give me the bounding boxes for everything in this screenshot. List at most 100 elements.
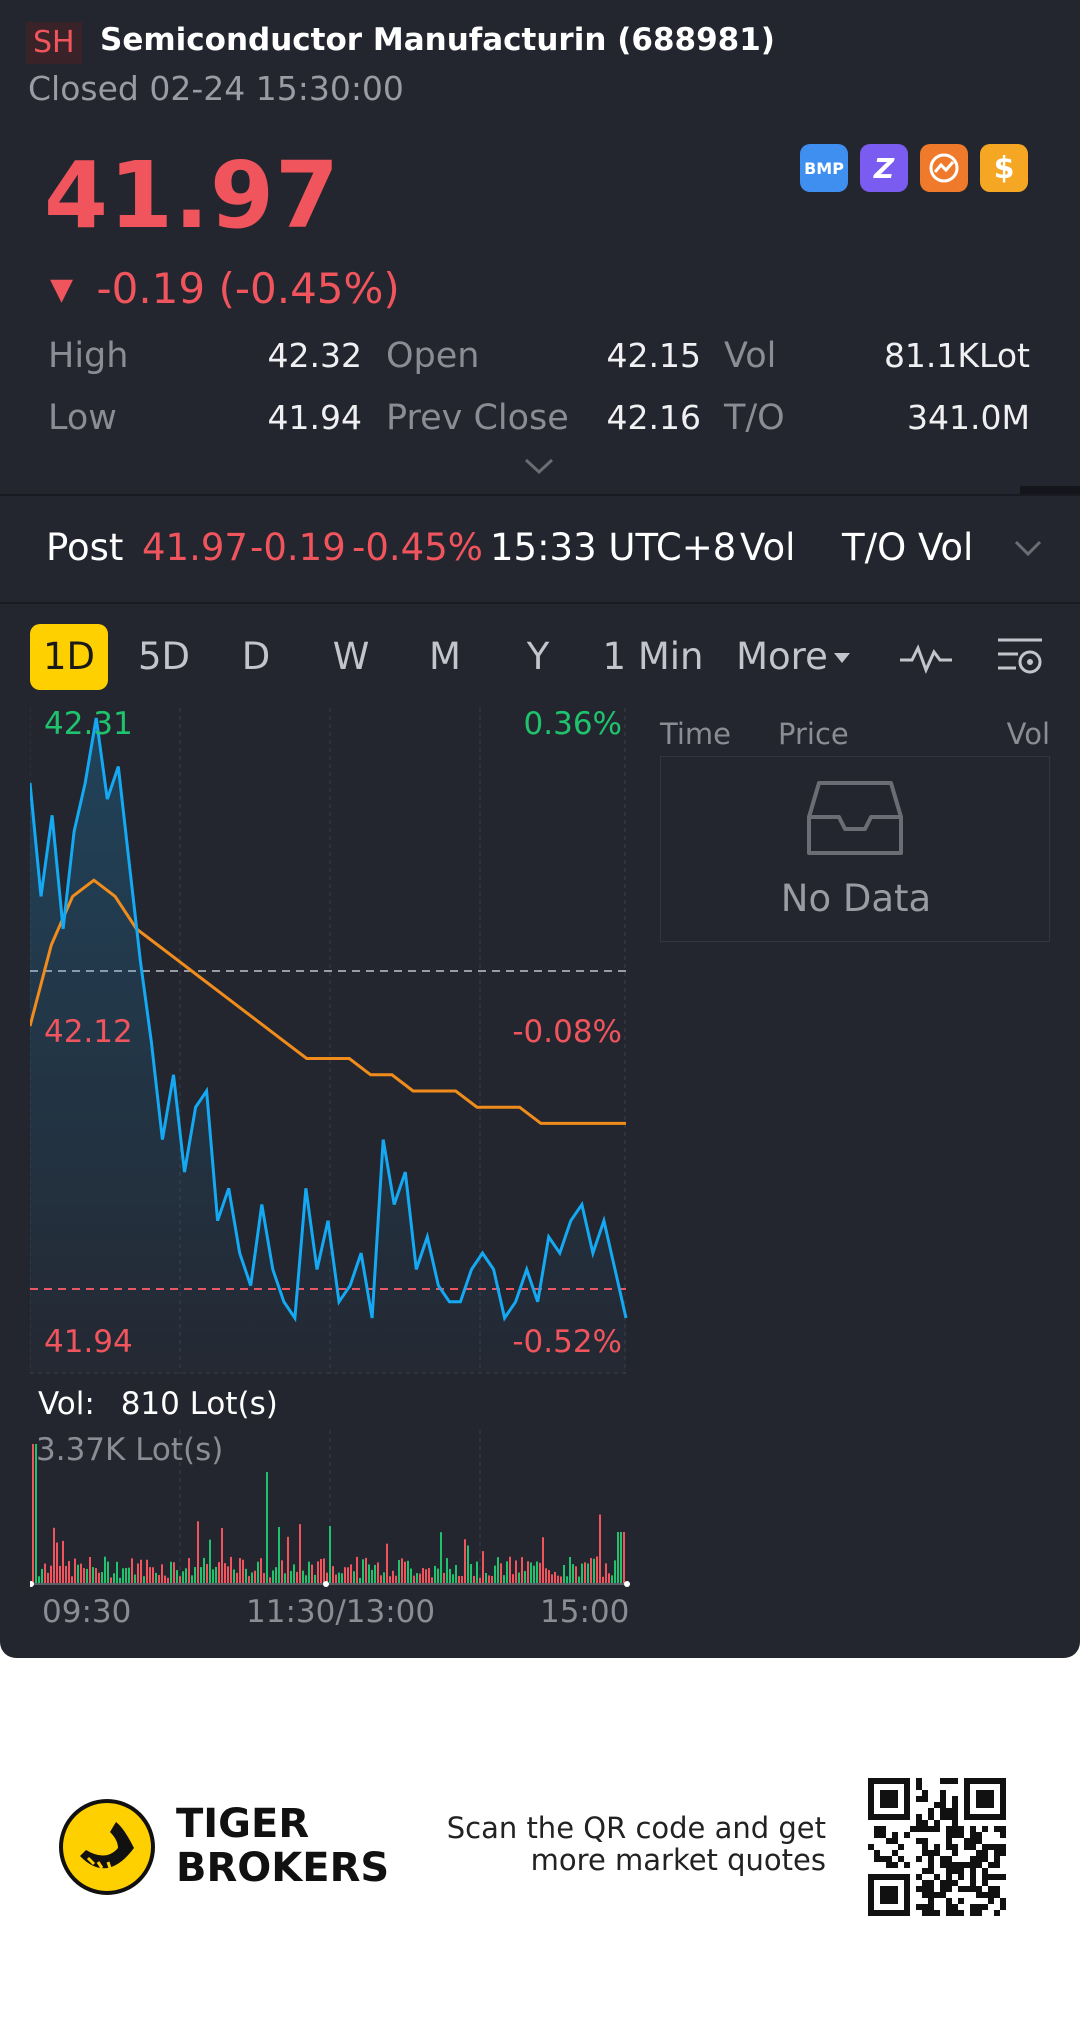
volume-bar: [527, 1561, 529, 1584]
volume-bar: [290, 1570, 292, 1584]
volume-bar: [152, 1567, 154, 1584]
indicator-line-icon[interactable]: [898, 638, 954, 682]
chart-high-price: 42.31: [44, 706, 133, 742]
tab-more[interactable]: More: [736, 635, 828, 678]
post-time: 15:33 UTC+8: [490, 526, 737, 569]
volume-bar: [620, 1532, 622, 1584]
volume-bar: [308, 1561, 310, 1584]
chart-badge-icon[interactable]: [920, 144, 968, 192]
z-badge-icon[interactable]: Z: [860, 144, 908, 192]
volume-bar: [569, 1557, 571, 1584]
volume-bar: [560, 1576, 562, 1584]
volume-max-label: 3.37K Lot(s): [36, 1432, 224, 1468]
tab-1d[interactable]: 1D: [30, 624, 108, 690]
volume-bar: [440, 1532, 442, 1584]
volume-bar: [473, 1575, 475, 1584]
volume-bar: [323, 1558, 325, 1584]
volume-bar: [227, 1566, 229, 1584]
volume-bar: [113, 1573, 115, 1584]
post-market-row[interactable]: Post 41.97 -0.19 -0.45% 15:33 UTC+8 Vol …: [0, 496, 1080, 600]
post-pct: -0.45%: [352, 526, 483, 569]
volume-bar: [539, 1562, 541, 1584]
volume-bar: [245, 1568, 247, 1584]
divider: [0, 602, 1080, 604]
exchange-tag: SH: [26, 22, 82, 64]
volume-bar: [287, 1536, 289, 1584]
prev-close-value: 42.16: [606, 398, 701, 437]
volume-bar: [155, 1572, 157, 1584]
volume-bar: [185, 1568, 187, 1584]
volume-bar: [521, 1557, 523, 1584]
trades-col-price: Price: [778, 717, 849, 751]
volume-bar: [86, 1568, 88, 1584]
volume-bar: [74, 1558, 76, 1584]
tab-d[interactable]: D: [241, 635, 271, 678]
qr-caption-line-2: more market quotes: [530, 1843, 826, 1877]
time-label-open: 09:30: [42, 1594, 132, 1630]
volume-bar: [275, 1567, 277, 1584]
volume-bar: [599, 1514, 601, 1584]
chart-settings-icon[interactable]: [996, 634, 1046, 684]
trades-col-vol: Vol: [1006, 717, 1050, 751]
no-data-text: No Data: [780, 877, 932, 920]
tab-m[interactable]: M: [429, 635, 461, 678]
low-value: 41.94: [267, 398, 362, 437]
volume-bar: [380, 1575, 382, 1584]
expand-chevron-icon[interactable]: [522, 456, 556, 482]
price-change: ▼ -0.19 (-0.45%): [50, 262, 400, 317]
intraday-chart[interactable]: [30, 708, 630, 1378]
volume-bar: [488, 1575, 490, 1584]
volume-bar: [224, 1563, 226, 1584]
volume-bar: [410, 1568, 412, 1584]
volume-bar: [110, 1577, 112, 1584]
volume-bar: [41, 1568, 43, 1584]
volume-bar: [338, 1572, 340, 1584]
volume-bar: [407, 1560, 409, 1584]
caret-down-icon[interactable]: [834, 650, 850, 669]
volume-bar: [293, 1564, 295, 1584]
volume-bar: [272, 1570, 274, 1584]
volume-bar: [80, 1563, 82, 1584]
volume-bar: [554, 1571, 556, 1584]
tab-y[interactable]: Y: [526, 635, 550, 678]
volume-bar: [332, 1566, 334, 1584]
volume-bar: [491, 1575, 493, 1584]
low-label: Low: [48, 398, 117, 438]
volume-bar: [590, 1558, 592, 1584]
volume-bar: [479, 1577, 481, 1584]
volume-bar: [545, 1568, 547, 1584]
bmp-badge-icon[interactable]: BMP: [800, 144, 848, 192]
volume-bar: [269, 1577, 271, 1584]
volume-bar: [515, 1560, 517, 1584]
tab-1min[interactable]: 1 Min: [602, 635, 704, 678]
volume-bar: [191, 1575, 193, 1584]
volume-bar: [305, 1575, 307, 1584]
volume-bar: [260, 1558, 262, 1584]
volume-bar: [176, 1570, 178, 1584]
tab-5d[interactable]: 5D: [137, 635, 191, 678]
volume-bar: [563, 1565, 565, 1584]
tab-w[interactable]: W: [332, 635, 370, 678]
chevron-down-icon[interactable]: [1012, 496, 1044, 640]
volume-bar: [395, 1575, 397, 1584]
volume-bar: [188, 1558, 190, 1584]
volume-bar: [605, 1563, 607, 1584]
volume-bar: [83, 1568, 85, 1584]
volume-bar: [584, 1562, 586, 1584]
badge-row: BMP Z $: [800, 144, 1028, 192]
volume-bar: [71, 1576, 73, 1584]
last-price: 41.97: [44, 142, 341, 249]
volume-bar: [392, 1570, 394, 1584]
volume-bar: [497, 1557, 499, 1584]
dollar-badge-icon[interactable]: $: [980, 144, 1028, 192]
volume-bar: [470, 1564, 472, 1584]
vol-value: 81.1KLot: [883, 336, 1030, 375]
high-label: High: [48, 336, 129, 376]
volume-bar: [50, 1565, 52, 1584]
volume-bar: [317, 1561, 319, 1584]
volume-bar: [458, 1575, 460, 1584]
time-label-close: 15:00: [540, 1594, 630, 1630]
volume-bar: [164, 1575, 166, 1584]
volume-bar: [44, 1563, 46, 1584]
volume-bar: [467, 1545, 469, 1584]
